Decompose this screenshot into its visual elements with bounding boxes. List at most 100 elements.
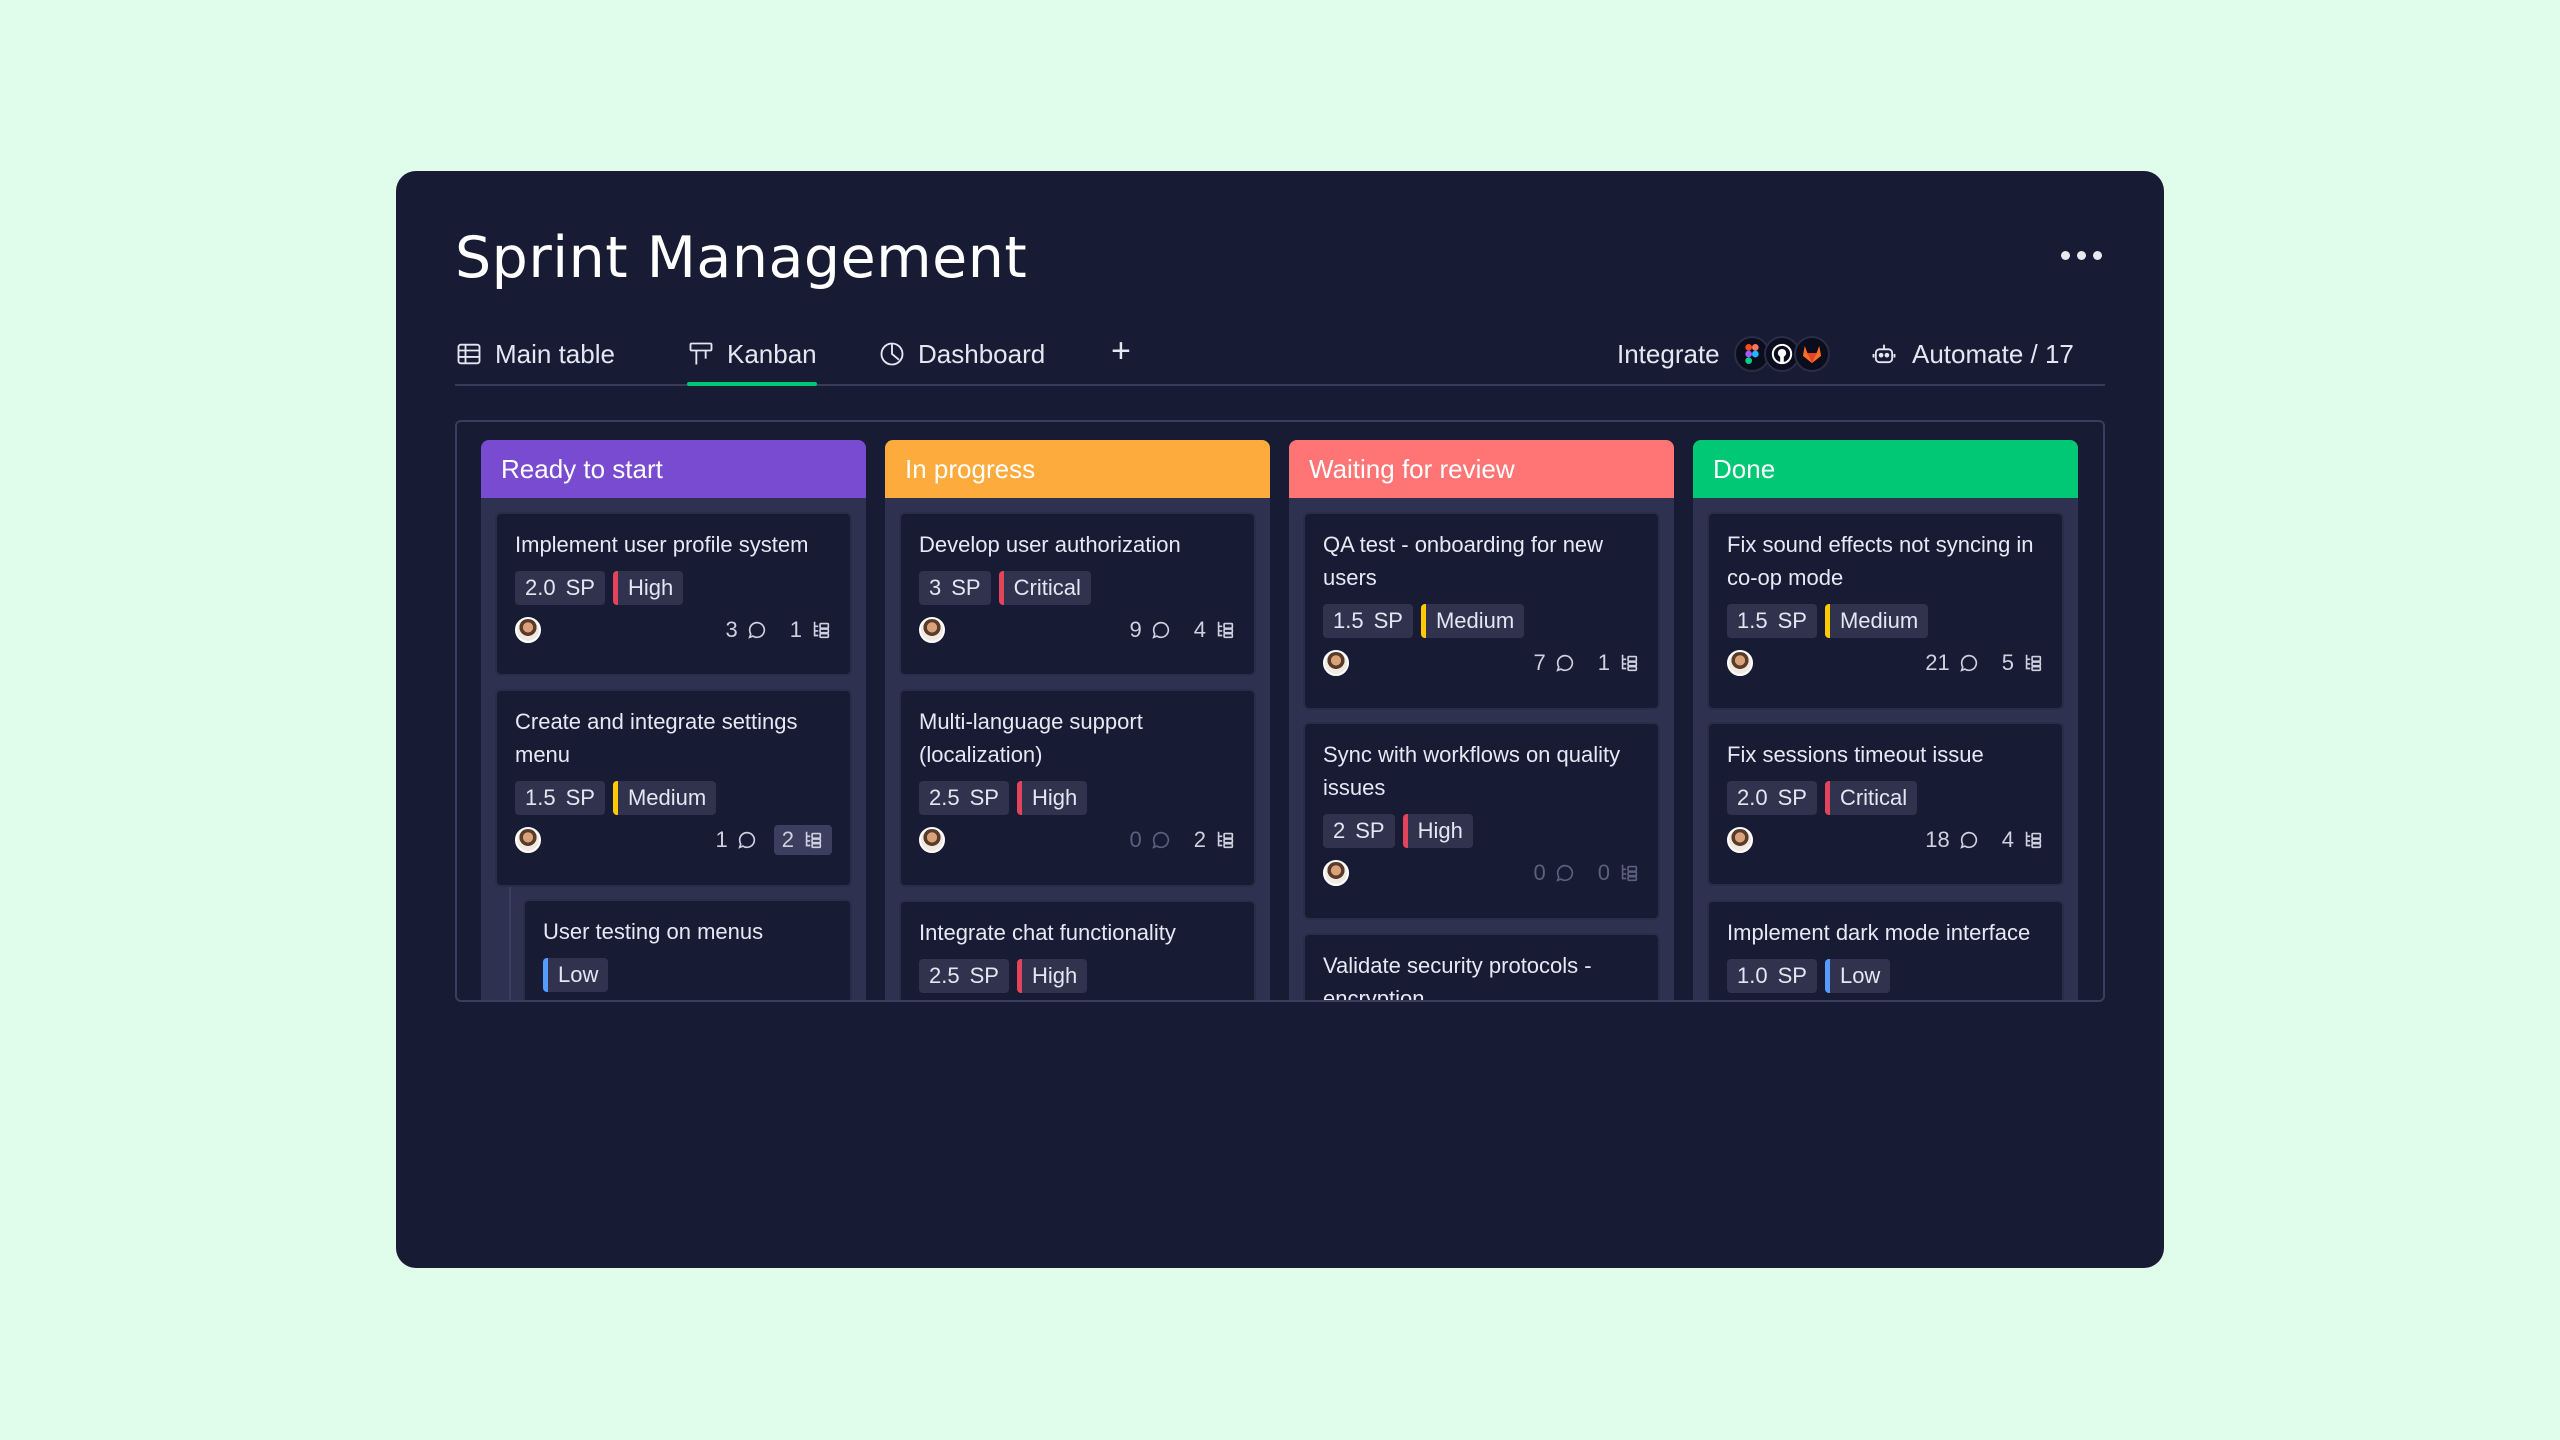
subitems-count[interactable]: 4 (2002, 827, 2044, 853)
subitems-count[interactable]: 4 (1194, 617, 1236, 643)
comment-icon (1150, 619, 1172, 641)
task-card[interactable]: QA test - onboarding for new users 1.5 SP M… (1303, 512, 1660, 710)
avatar[interactable] (919, 827, 945, 853)
subitems-count[interactable]: 5 (2002, 650, 2044, 676)
avatar[interactable] (515, 617, 541, 643)
task-card[interactable]: Implement user profile system 2.0 SP High 3 1 (495, 512, 852, 676)
task-card[interactable]: Multi-language support (localization) 2.5… (899, 689, 1256, 887)
story-points-tag[interactable]: 1.5 SP (1323, 604, 1413, 638)
priority-tag[interactable]: Medium (1824, 604, 1929, 638)
table-icon (457, 343, 481, 365)
tab-kanban[interactable]: Kanban (687, 324, 817, 386)
dot-icon (2077, 251, 2086, 260)
comments-value: 0 (1129, 827, 1142, 852)
integrate-button[interactable]: Integrate (1617, 324, 1830, 384)
avatar[interactable] (515, 827, 541, 853)
priority-tag[interactable]: High (1402, 814, 1473, 848)
subitem-card[interactable]: User testing on menus Low (523, 899, 852, 1000)
card-tags: 3 SP Critical (919, 571, 1236, 605)
task-card[interactable]: Fix sound effects not syncing in co-op m… (1707, 512, 2064, 710)
subitems-icon (2022, 652, 2044, 674)
story-points-tag[interactable]: 2.0 SP (1727, 781, 1817, 815)
subitems-count[interactable]: 2 (1194, 827, 1236, 853)
story-points-value: 1.5 (525, 785, 556, 810)
comments-count[interactable]: 3 (726, 617, 768, 643)
tab-dashboard[interactable]: Dashboard (878, 324, 1045, 384)
comments-count[interactable]: 7 (1534, 650, 1576, 676)
subitems-value: 5 (2001, 650, 2014, 675)
task-card[interactable]: Fix sessions timeout issue 2.0 SP Critical 1… (1707, 722, 2064, 886)
column-header[interactable]: Ready to start (481, 440, 866, 498)
card-title: Validate security protocols - encryption (1323, 953, 1592, 1002)
add-view-button[interactable]: + (1111, 332, 1131, 370)
priority-tag[interactable]: High (1016, 781, 1088, 815)
subitems-value: 0 (1597, 860, 1610, 885)
priority-tag[interactable]: Medium (612, 781, 717, 815)
comment-icon (1554, 652, 1576, 674)
subitems-count[interactable]: 1 (1598, 650, 1640, 676)
comments-value: 1 (715, 827, 728, 852)
avatar[interactable] (1323, 860, 1349, 886)
tab-main-table[interactable]: Main table (455, 324, 615, 384)
comments-count[interactable]: 18 (1925, 827, 1979, 853)
comments-value: 18 (1925, 827, 1950, 852)
kanban-board: Done Fix sound effects not syncing in co-… (455, 420, 2105, 1002)
avatar[interactable] (919, 617, 945, 643)
task-card[interactable]: Validate security protocols - encryption… (1303, 933, 1660, 1002)
comments-count[interactable]: 1 (716, 827, 758, 853)
priority-tag[interactable]: High (1016, 959, 1088, 993)
priority-tag[interactable]: Critical (1824, 781, 1918, 815)
story-points-unit: SP (1777, 608, 1807, 633)
priority-tag[interactable]: High (612, 571, 684, 605)
subitems-value: 2 (1193, 827, 1206, 852)
story-points-tag[interactable]: 2.5 SP (919, 781, 1009, 815)
subitems-count[interactable]: 1 (790, 617, 832, 643)
avatar[interactable] (1727, 827, 1753, 853)
card-title: Fix sound effects not syncing in co-op m… (1727, 532, 2034, 590)
story-points-tag[interactable]: 2 SP (1323, 814, 1395, 848)
story-points-value: 1.0 (1737, 963, 1768, 988)
task-card[interactable]: Create and integrate settings menu 1.5 SP M… (495, 689, 852, 887)
comments-count[interactable]: 0 (1130, 827, 1172, 853)
subitems-count[interactable]: 0 (1598, 860, 1640, 886)
task-card[interactable]: Sync with workflows on quality issues 2 SP… (1303, 722, 1660, 920)
view-tabs: Main table Kanban Dashboard + Integrate (455, 324, 2105, 386)
priority-tag[interactable]: Low (1824, 959, 1891, 993)
priority-tag[interactable]: Critical (998, 571, 1091, 605)
more-options-button[interactable] (2061, 251, 2102, 260)
story-points-tag[interactable]: 1.0 SP (1727, 959, 1817, 993)
subitems-icon (1214, 619, 1236, 641)
column-header[interactable]: In progress (885, 440, 1270, 498)
priority-tag[interactable]: Low (543, 958, 609, 992)
subitems-value: 1 (1597, 650, 1610, 675)
subitem-tags: Low (543, 958, 832, 992)
avatar[interactable] (1323, 650, 1349, 676)
card-title: Implement user profile system (515, 532, 809, 557)
dashboard-icon (880, 342, 904, 366)
story-points-value: 2.5 (929, 785, 960, 810)
story-points-tag[interactable]: 1.5 SP (1727, 604, 1817, 638)
story-points-tag[interactable]: 2.5 SP (919, 959, 1009, 993)
task-card[interactable]: Develop user authorization 3 SP Critical 9 4 (899, 512, 1256, 676)
column-header[interactable]: Done (1693, 440, 2078, 498)
card-tags: 1.0 SP Low (1727, 959, 2044, 993)
subitems-icon (1618, 652, 1640, 674)
story-points-tag[interactable]: 2.0 SP (515, 571, 605, 605)
comments-count[interactable]: 21 (1925, 650, 1979, 676)
story-points-value: 2 (1333, 818, 1346, 843)
story-points-tag[interactable]: 3 SP (919, 571, 991, 605)
comments-count[interactable]: 0 (1534, 860, 1576, 886)
subitems-value: 4 (1193, 617, 1206, 642)
column-header[interactable]: Waiting for review (1289, 440, 1674, 498)
subitems-count[interactable]: 2 (773, 825, 832, 855)
automate-button[interactable]: Automate / 17 (1870, 324, 2074, 384)
avatar[interactable] (1727, 650, 1753, 676)
card-tags: 2.5 SP High (919, 959, 1236, 993)
priority-tag[interactable]: Medium (1420, 604, 1525, 638)
comments-count[interactable]: 9 (1130, 617, 1172, 643)
story-points-tag[interactable]: 1.5 SP (515, 781, 605, 815)
